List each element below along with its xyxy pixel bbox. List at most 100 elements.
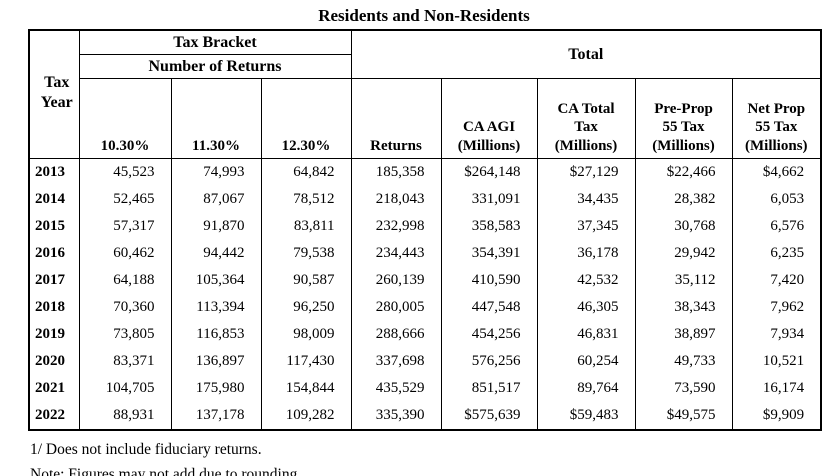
data-cell: $575,639 bbox=[440, 402, 538, 430]
data-cell: 576,256 bbox=[440, 348, 538, 375]
data-cell: 73,590 bbox=[634, 375, 733, 402]
table-row: 2018 70,360 113,394 96,250 280,005 447,548 46,… bbox=[28, 294, 822, 321]
footnotes: 1/ Does not include fiduciary returns. N… bbox=[30, 438, 828, 476]
column-header-tax-year: Tax Year bbox=[28, 29, 80, 159]
data-cell: 64,188 bbox=[78, 267, 172, 294]
data-cell: 91,870 bbox=[170, 213, 262, 240]
table-row: 2022 88,931 137,178 109,282 335,390 $575,639 $… bbox=[28, 402, 822, 430]
data-cell: 57,317 bbox=[78, 213, 172, 240]
data-cell: $264,148 bbox=[440, 158, 538, 186]
data-cell: 46,305 bbox=[536, 294, 636, 321]
data-cell: 79,538 bbox=[260, 240, 352, 267]
table-header: Tax Year Tax Bracket Total Number of Ret… bbox=[28, 29, 822, 159]
data-cell: 6,576 bbox=[731, 213, 822, 240]
column-header-pre-prop-55-tax: Pre-Prop 55 Tax (Millions) bbox=[634, 78, 733, 159]
table-row: 2021 104,705 175,980 154,844 435,529 851,517 8… bbox=[28, 375, 822, 402]
data-cell: 78,512 bbox=[260, 186, 352, 213]
column-header-ca-agi: CA AGI (Millions) bbox=[440, 78, 538, 159]
data-cell: 28,382 bbox=[634, 186, 733, 213]
data-cell: 234,443 bbox=[350, 240, 442, 267]
table-row: 2020 83,371 136,897 117,430 337,698 576,256 60… bbox=[28, 348, 822, 375]
data-cell: 42,532 bbox=[536, 267, 636, 294]
data-cell: 60,462 bbox=[78, 240, 172, 267]
data-cell: 83,811 bbox=[260, 213, 352, 240]
data-cell: 45,523 bbox=[78, 158, 172, 186]
data-cell: 410,590 bbox=[440, 267, 538, 294]
data-cell: 175,980 bbox=[170, 375, 262, 402]
data-cell: $27,129 bbox=[536, 158, 636, 186]
data-cell: 331,091 bbox=[440, 186, 538, 213]
data-cell: 218,043 bbox=[350, 186, 442, 213]
row-year: 2016 bbox=[28, 240, 80, 267]
table-row: 2019 73,805 116,853 98,009 288,666 454,256 46,… bbox=[28, 321, 822, 348]
data-cell: $4,662 bbox=[731, 158, 822, 186]
data-cell: 36,178 bbox=[536, 240, 636, 267]
column-header-returns: Returns bbox=[350, 78, 442, 159]
data-cell: 70,360 bbox=[78, 294, 172, 321]
row-year: 2018 bbox=[28, 294, 80, 321]
data-cell: 358,583 bbox=[440, 213, 538, 240]
table-row: 2014 52,465 87,067 78,512 218,043 331,091 34,4… bbox=[28, 186, 822, 213]
group-header-number-of-returns: Number of Returns bbox=[78, 54, 352, 79]
data-cell: 113,394 bbox=[170, 294, 262, 321]
data-cell: 354,391 bbox=[440, 240, 538, 267]
data-cell: 34,435 bbox=[536, 186, 636, 213]
data-cell: $22,466 bbox=[634, 158, 733, 186]
data-cell: 64,842 bbox=[260, 158, 352, 186]
data-cell: 137,178 bbox=[170, 402, 262, 430]
row-year: 2015 bbox=[28, 213, 80, 240]
data-cell: 185,358 bbox=[350, 158, 442, 186]
data-cell: 52,465 bbox=[78, 186, 172, 213]
data-cell: 280,005 bbox=[350, 294, 442, 321]
data-cell: 154,844 bbox=[260, 375, 352, 402]
data-cell: 105,364 bbox=[170, 267, 262, 294]
data-cell: 49,733 bbox=[634, 348, 733, 375]
data-cell: 260,139 bbox=[350, 267, 442, 294]
row-year: 2017 bbox=[28, 267, 80, 294]
data-cell: 6,235 bbox=[731, 240, 822, 267]
data-cell: 136,897 bbox=[170, 348, 262, 375]
row-year: 2019 bbox=[28, 321, 80, 348]
data-cell: 38,343 bbox=[634, 294, 733, 321]
data-cell: 109,282 bbox=[260, 402, 352, 430]
column-header-net-prop-55-tax: Net Prop 55 Tax (Millions) bbox=[731, 78, 822, 159]
data-cell: 117,430 bbox=[260, 348, 352, 375]
data-cell: 73,805 bbox=[78, 321, 172, 348]
data-cell: 851,517 bbox=[440, 375, 538, 402]
data-cell: 116,853 bbox=[170, 321, 262, 348]
data-cell: 29,942 bbox=[634, 240, 733, 267]
data-cell: 104,705 bbox=[78, 375, 172, 402]
data-cell: $59,483 bbox=[536, 402, 636, 430]
data-cell: 447,548 bbox=[440, 294, 538, 321]
table-row: 2016 60,462 94,442 79,538 234,443 354,391 36,1… bbox=[28, 240, 822, 267]
data-cell: 46,831 bbox=[536, 321, 636, 348]
row-year: 2020 bbox=[28, 348, 80, 375]
table-row: 2015 57,317 91,870 83,811 232,998 358,583 37,3… bbox=[28, 213, 822, 240]
row-year: 2022 bbox=[28, 402, 80, 430]
data-cell: 35,112 bbox=[634, 267, 733, 294]
data-cell: $9,909 bbox=[731, 402, 822, 430]
data-cell: $49,575 bbox=[634, 402, 733, 430]
footnote-fiduciary: 1/ Does not include fiduciary returns. bbox=[30, 441, 262, 458]
row-year: 2021 bbox=[28, 375, 80, 402]
data-cell: 94,442 bbox=[170, 240, 262, 267]
column-header-12-30: 12.30% bbox=[260, 78, 352, 159]
column-header-ca-total-tax: CA Total Tax (Millions) bbox=[536, 78, 636, 159]
data-cell: 37,345 bbox=[536, 213, 636, 240]
data-cell: 89,764 bbox=[536, 375, 636, 402]
data-cell: 435,529 bbox=[350, 375, 442, 402]
data-cell: 30,768 bbox=[634, 213, 733, 240]
group-header-total: Total bbox=[350, 29, 822, 79]
data-cell: 454,256 bbox=[440, 321, 538, 348]
data-cell: 10,521 bbox=[731, 348, 822, 375]
data-table: Tax Year Tax Bracket Total Number of Ret… bbox=[28, 29, 823, 431]
row-year: 2014 bbox=[28, 186, 80, 213]
data-cell: 88,931 bbox=[78, 402, 172, 430]
data-cell: 7,934 bbox=[731, 321, 822, 348]
data-cell: 337,698 bbox=[350, 348, 442, 375]
data-cell: 83,371 bbox=[78, 348, 172, 375]
data-cell: 232,998 bbox=[350, 213, 442, 240]
table-body: 2013 45,523 74,993 64,842 185,358 $264,148 $27… bbox=[28, 158, 822, 430]
data-cell: 7,962 bbox=[731, 294, 822, 321]
